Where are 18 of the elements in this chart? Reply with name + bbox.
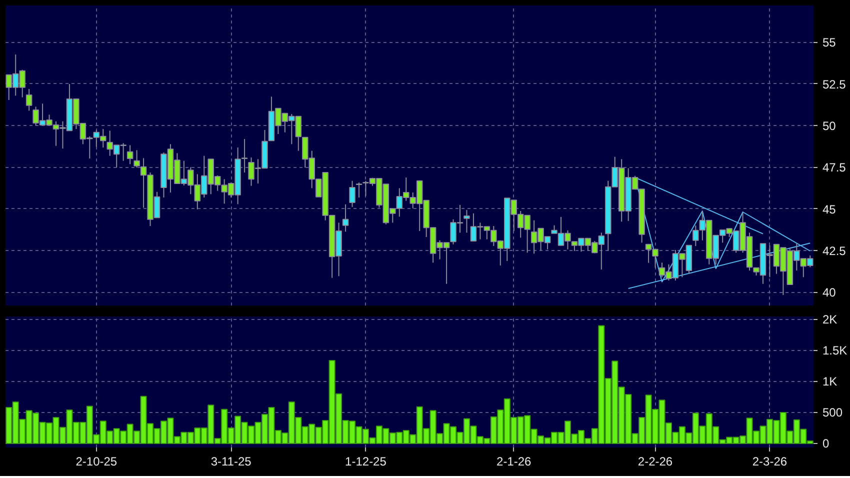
y-tick-label: 2K (822, 312, 838, 327)
y-tick-label: 47.5 (822, 160, 846, 175)
x-tick-label: 2-10-25 (76, 454, 118, 468)
x-tick-label: 2-3-26 (752, 454, 788, 468)
y-tick-label: 1.5K (822, 344, 848, 358)
y-tick-label: 55 (822, 36, 836, 50)
y-tick-label: 0 (822, 436, 830, 450)
x-tick-label: 3-11-25 (210, 454, 252, 468)
x-tick-label: 1-12-25 (345, 454, 387, 468)
y-tick-label: 45 (822, 202, 836, 216)
y-tick-label: 42.5 (822, 244, 846, 258)
y-tick-label: 40 (822, 286, 836, 300)
x-tick-label: 2-2-26 (638, 454, 673, 468)
y-tick-label: 52.5 (822, 77, 846, 92)
y-tick-label: 1K (822, 374, 838, 389)
y-tick-label: 500 (822, 406, 843, 420)
y-tick-label: 50 (822, 119, 836, 133)
x-tick-label: 2-1-26 (496, 454, 532, 468)
